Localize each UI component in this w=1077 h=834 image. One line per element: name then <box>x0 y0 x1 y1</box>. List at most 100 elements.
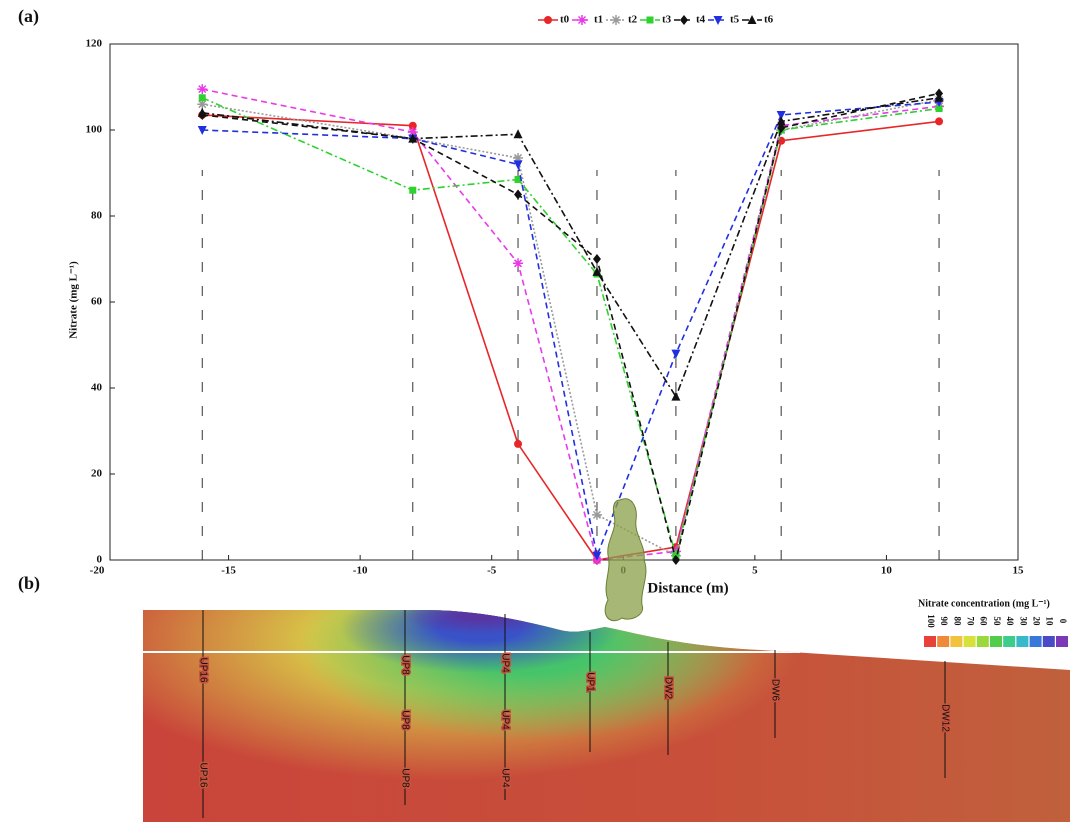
marker <box>671 391 681 401</box>
marker <box>935 105 943 112</box>
series-line <box>202 114 940 561</box>
marker <box>935 117 944 126</box>
series-line <box>202 101 940 559</box>
colorbar-tick-label: 30 <box>1018 617 1028 627</box>
colorbar-tick-label: 40 <box>1005 617 1015 627</box>
series-line <box>202 88 940 561</box>
colorbar-tick-label: 60 <box>979 617 989 627</box>
y-tick-label: 0 <box>97 554 103 566</box>
legend-label: t5 <box>730 14 740 26</box>
marker <box>197 126 207 135</box>
marker <box>513 160 523 170</box>
panel-label: (a) <box>18 6 39 27</box>
colorbar-swatch <box>924 636 936 647</box>
marker <box>611 15 621 25</box>
colorbar-tick-label: 80 <box>952 617 962 627</box>
well-label: UP8 <box>399 710 410 730</box>
well-label: UP1 <box>584 672 595 692</box>
x-tick-label: 10 <box>881 565 893 577</box>
colorbar-swatch <box>1029 636 1042 647</box>
colorbar-swatch <box>950 636 963 647</box>
legend-label: t4 <box>696 14 706 26</box>
series-line <box>202 96 940 399</box>
plume <box>400 610 560 635</box>
wells: UP16 UP16 UP8 UP8 UP8 UP4 UP4 UP4 UP1 DW2 DW6 DW12 <box>196 610 952 818</box>
marker <box>577 15 587 25</box>
colorbar-swatch <box>1042 636 1055 647</box>
marker <box>513 152 524 163</box>
well-label: UP8 <box>399 655 410 675</box>
y-axis-label: Nitrate (mg L⁻¹) <box>68 261 80 339</box>
colorbar-swatch <box>1056 636 1068 647</box>
x-tick-label: -15 <box>221 565 236 577</box>
line-chart: -20-15-10-5051015020406080100120Distance… <box>68 38 1024 597</box>
marker <box>513 129 523 139</box>
well-label: DW6 <box>769 679 780 702</box>
legend-label: t2 <box>628 14 638 26</box>
panel-label: (b) <box>18 573 40 594</box>
colorbar-tick-label: 0 <box>1058 619 1068 624</box>
colorbar-swatch <box>976 636 989 647</box>
marker <box>197 99 208 110</box>
colorbar-tick-label: 100 <box>926 614 936 628</box>
marker <box>514 189 523 200</box>
marker <box>514 439 523 448</box>
legend-label: t0 <box>560 14 570 26</box>
well-label: UP4 <box>499 653 510 673</box>
series-line <box>201 97 940 559</box>
tree-icon <box>604 498 647 622</box>
marker <box>591 509 602 520</box>
marker <box>592 254 601 264</box>
x-tick-label: -5 <box>487 565 497 577</box>
marker <box>671 349 681 359</box>
marker <box>747 15 757 24</box>
y-tick-label: 120 <box>86 38 103 50</box>
colorbar-swatch <box>1003 636 1016 647</box>
colorbar-tick-label: 10 <box>1045 617 1055 627</box>
y-tick-label: 20 <box>91 468 103 480</box>
legend-label: t6 <box>764 14 774 26</box>
colorbar-tick-label: 70 <box>966 617 976 627</box>
marker <box>934 92 944 102</box>
colorbar-swatch <box>963 636 976 647</box>
marker <box>408 133 418 143</box>
series-line <box>202 92 940 561</box>
marker <box>409 186 417 194</box>
well-label: UP16 <box>197 657 208 682</box>
marker <box>776 116 786 126</box>
marker <box>544 16 552 24</box>
marker <box>592 266 602 276</box>
marker <box>408 121 417 130</box>
marker <box>671 555 680 565</box>
marker <box>197 84 208 95</box>
plot-frame <box>109 43 1019 561</box>
marker <box>680 15 688 25</box>
well-label: UP8 <box>399 768 410 788</box>
y-tick-label: 100 <box>86 124 103 136</box>
well-label: UP4 <box>499 768 510 788</box>
marker <box>514 175 522 183</box>
well-label: DW2 <box>662 677 673 700</box>
marker <box>407 127 418 138</box>
colorbar-title: Nitrate concentration (mg L⁻¹) <box>918 598 1050 609</box>
x-tick-label: 5 <box>752 565 758 577</box>
colorbar-swatch <box>1016 636 1029 647</box>
y-tick-label: 80 <box>91 210 103 222</box>
x-tick-label: -10 <box>353 565 368 577</box>
x-axis-label: Distance (m) <box>647 580 728 596</box>
x-tick-label: -20 <box>90 565 105 577</box>
legend-label: t3 <box>662 14 672 26</box>
colorbar-swatch <box>990 636 1002 647</box>
series-line <box>202 99 940 557</box>
colorbar-tick-label: 50 <box>992 617 1002 627</box>
concentration-field <box>143 610 1070 822</box>
well-label: UP4 <box>499 710 510 730</box>
legend: t0 t1 t2 t3 t4 t5 t6 <box>538 14 774 26</box>
marker <box>646 16 654 24</box>
marker <box>198 94 206 102</box>
y-tick-label: 40 <box>91 382 103 394</box>
marker <box>197 107 207 117</box>
y-tick-label: 60 <box>91 296 103 308</box>
x-tick-label: 15 <box>1013 565 1025 577</box>
